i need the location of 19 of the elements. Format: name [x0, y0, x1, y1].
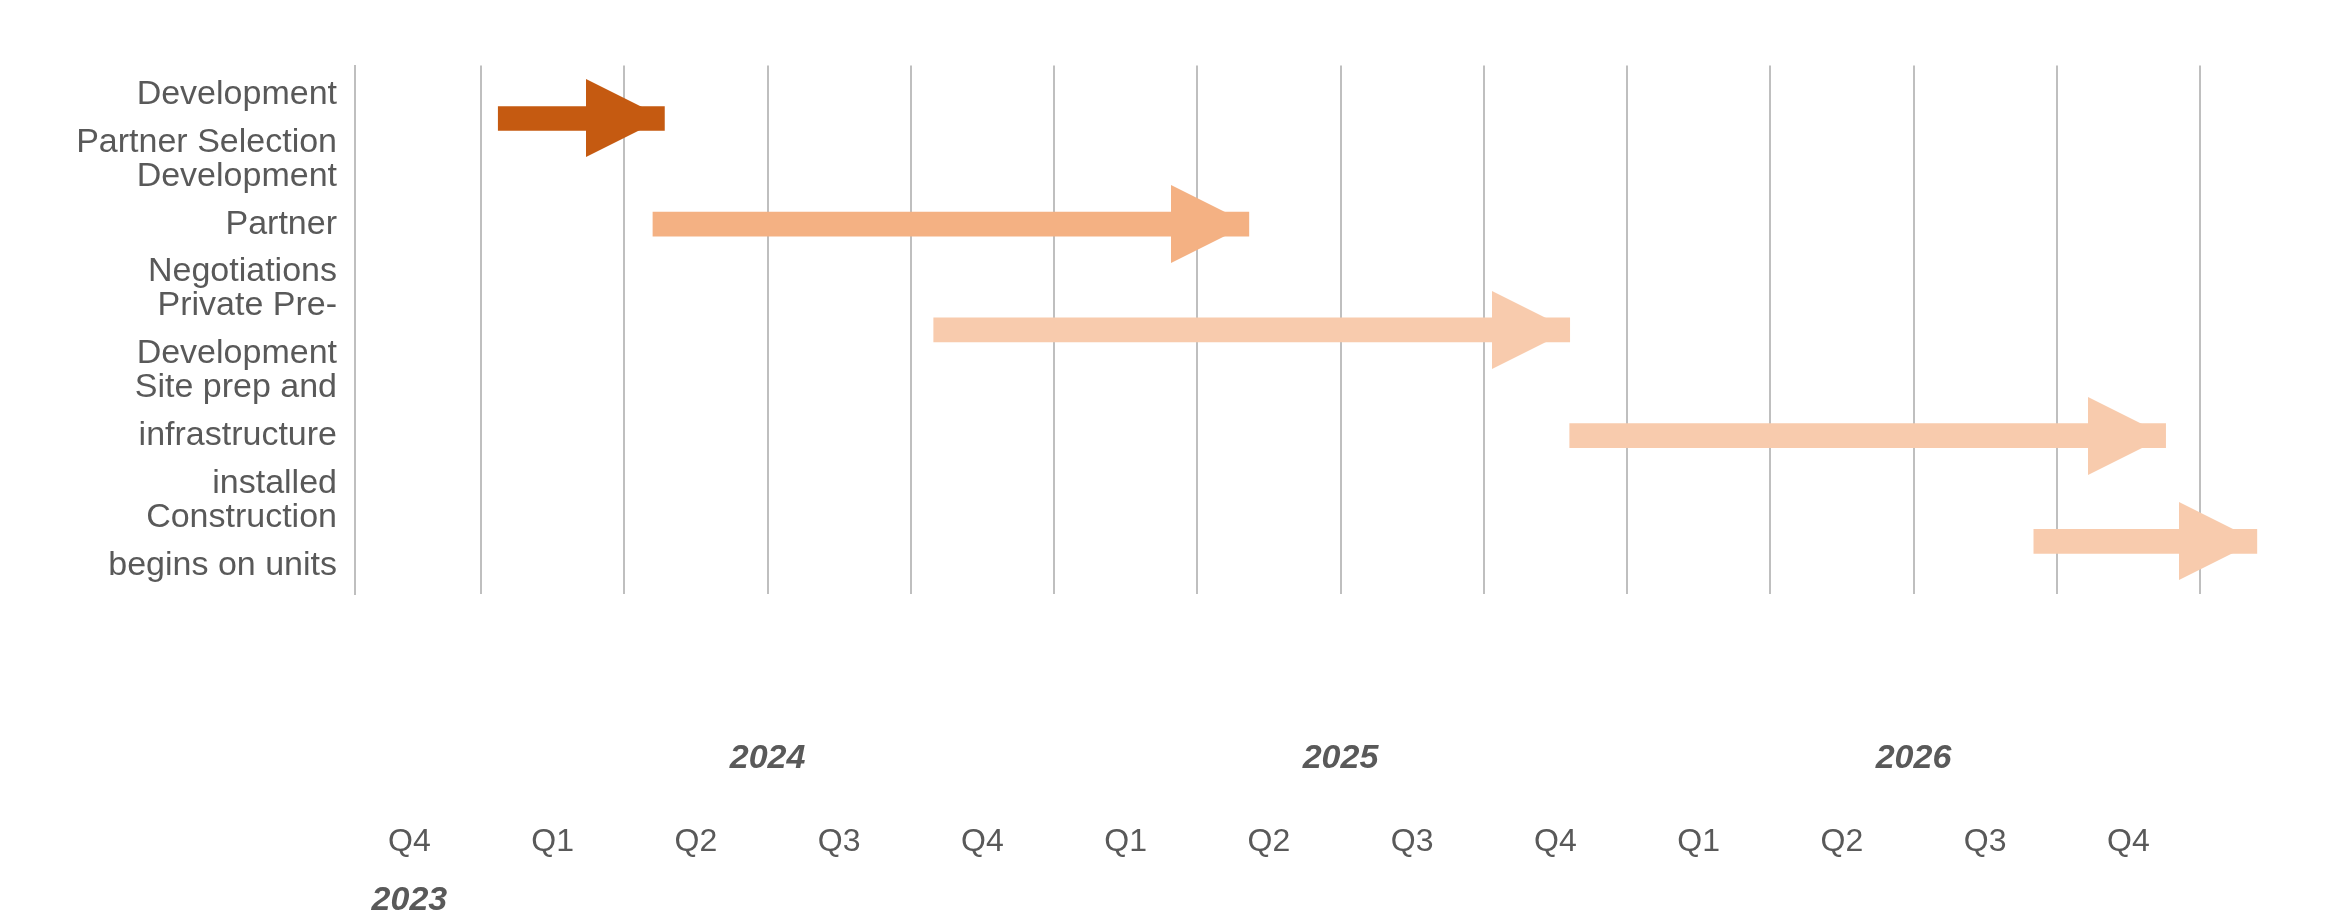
- text: Q3: [1963, 821, 2007, 858]
- text: Q2: [1820, 821, 1864, 858]
- text: Q3: [817, 821, 861, 858]
- text: Q4: [2107, 821, 2150, 858]
- text: Q4: [1534, 821, 1577, 858]
- text: Q3: [1390, 821, 1434, 858]
- y-tick-label: Construction begins on units: [108, 495, 337, 582]
- text: 2023: [370, 879, 448, 918]
- text: Q1: [1104, 821, 1147, 858]
- text: Q4: [388, 821, 431, 858]
- bar: [1569, 423, 2166, 448]
- text: Q4: [961, 821, 1004, 858]
- text: Q1: [1677, 821, 1720, 858]
- x-tick-label: 2025: [1301, 736, 1380, 775]
- x-tick-label: 2026: [1874, 736, 1953, 775]
- text: Q2: [1247, 821, 1291, 858]
- text: Q2: [674, 821, 718, 858]
- x-tick-label: 2024: [728, 736, 806, 775]
- text: Q1: [531, 821, 575, 858]
